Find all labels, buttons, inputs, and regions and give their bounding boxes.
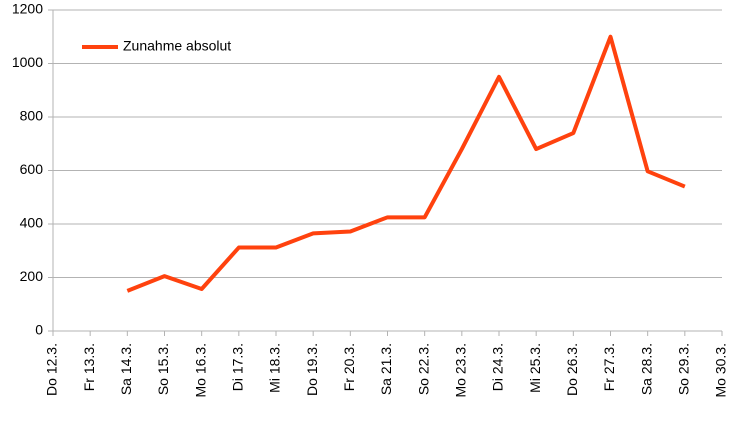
x-tick-label: Fr 20.3. [341, 343, 357, 391]
x-tick-label: Sa 21.3. [378, 343, 394, 395]
legend-label: Zunahme absolut [123, 38, 231, 54]
x-tick-label: Sa 28.3. [638, 343, 654, 395]
y-tick-label: 0 [35, 322, 43, 338]
y-tick-label: 200 [20, 268, 44, 284]
x-tick-label: Mi 25.3. [527, 343, 543, 393]
x-tick-label: So 22.3. [415, 343, 431, 395]
x-tick-label: Di 17.3. [230, 343, 246, 391]
y-tick-label: 800 [20, 108, 44, 124]
x-tick-label: Di 24.3. [490, 343, 506, 391]
x-tick-label: Mo 30.3. [713, 343, 729, 397]
x-tick-label: Do 19.3. [304, 343, 320, 396]
x-tick-label: Mo 16.3. [192, 343, 208, 397]
x-tick-label: So 29.3. [676, 343, 692, 395]
series-line [126, 34, 686, 293]
y-tick-label: 1200 [12, 1, 43, 17]
x-tick-label: Fr 13.3. [81, 343, 97, 391]
x-tick-label: Fr 27.3. [601, 343, 617, 391]
y-tick-label: 1000 [12, 54, 43, 70]
x-tick-label: So 15.3. [155, 343, 171, 395]
x-tick-label: Do 12.3. [44, 343, 60, 396]
x-tick-label: Mo 23.3. [453, 343, 469, 397]
x-tick-label: Sa 14.3. [118, 343, 134, 395]
x-tick-label: Do 26.3. [564, 343, 580, 396]
y-tick-label: 600 [20, 161, 44, 177]
y-tick-label: 400 [20, 215, 44, 231]
x-tick-label: Mi 18.3. [267, 343, 283, 393]
